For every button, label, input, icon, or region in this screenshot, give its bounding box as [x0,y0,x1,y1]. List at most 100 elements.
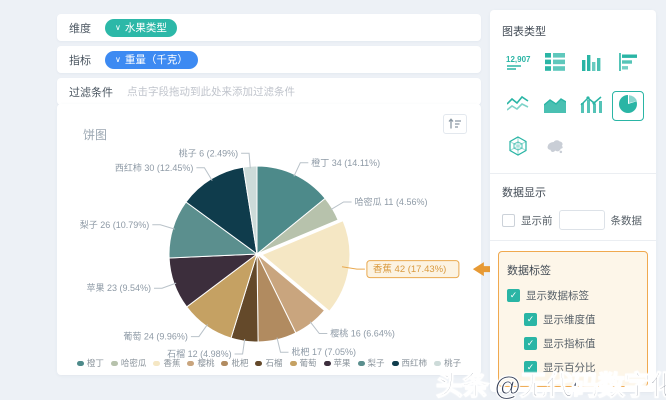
sort-button[interactable] [443,114,467,134]
chart-card: 饼图 橙丁 34 (14.11%) 哈密瓜 11 (4.56%) 香蕉 42 (17… [57,104,501,375]
map-china-icon [544,137,566,160]
dimension-tag-label: 水果类型 [124,22,167,34]
records-suffix-label: 条数据 [610,214,643,227]
legend-dot [187,360,195,366]
chevron-down-icon: ∨ [115,54,121,64]
show-first-checkbox[interactable] [502,213,515,227]
pie-label-石榴: 石榴 12 (4.98%) [167,348,232,359]
data-label-option-label: 显示指标值 [543,338,596,350]
legend-item-香蕉[interactable]: 香蕉 [153,357,180,369]
filter-row[interactable]: 过滤条件 点击字段拖动到此处来添加过滤条件 [57,78,481,105]
chart-type-bar-horizontal[interactable] [612,49,644,79]
kpi-card-icon: 12,907 [505,53,531,76]
filter-placeholder: 点击字段拖动到此处来添加过滤条件 [127,86,295,98]
query-builder: 维度 ∨ 水果类型 指标 ∨ 重量（千克） 过滤条件 点击字段拖动到此处来添加过… [57,14,481,110]
legend-item-西红柿[interactable]: 西红柿 [391,357,427,369]
data-label-option-label: 显示维度值 [543,314,596,326]
dimension-row: 维度 ∨ 水果类型 [57,14,481,41]
pie-chart[interactable]: 橙丁 34 (14.11%) 哈密瓜 11 (4.56%) 香蕉 42 (17.43… [57,108,501,360]
chevron-down-icon: ∨ [115,22,121,32]
dimension-label: 维度 [69,22,91,35]
legend-dot [110,360,118,366]
data-label-option: ✓ 显示维度值 [524,312,639,327]
pie-label-樱桃: 樱桃 16 (6.64%) [330,328,395,339]
data-label-option: ✓ 显示数据标签 [507,288,639,303]
bar-horizontal-icon [618,52,638,76]
pie-label-苹果: 苹果 23 (9.54%) [86,282,151,293]
legend-item-哈密瓜[interactable]: 哈密瓜 [110,357,146,369]
data-label-option: ✓ 显示指标值 [524,336,639,351]
highlight-arrow-icon [472,262,501,277]
data-label-checkbox[interactable]: ✓ [524,337,537,350]
chart-type-area[interactable] [539,91,571,121]
line-icon [506,95,529,118]
data-label-option: ✓ 显示百分比 [524,360,639,375]
data-label-option-label: 显示数据标签 [526,290,589,302]
record-count-input[interactable] [558,210,605,230]
legend-dot [357,360,365,366]
legend-item-石榴[interactable]: 石榴 [255,357,283,369]
legend-dot [289,360,297,366]
legend-dot [434,360,442,366]
pie-label-葡萄: 葡萄 24 (9.96%) [123,331,188,342]
settings-sidebar: 图表类型 12,907 数据显示 显示前 条数据 数据标签 ✓ [490,10,656,392]
legend-dot [323,360,331,366]
legend-item-苹果[interactable]: 苹果 [323,357,351,369]
chart-type-radar[interactable] [502,133,534,163]
legend-item-橙丁[interactable]: 橙丁 [76,357,104,369]
area-icon [543,95,566,118]
data-label-checkbox[interactable]: ✓ [524,361,537,374]
filter-label: 过滤条件 [69,86,113,99]
data-display-title: 数据显示 [502,187,546,199]
divider [490,173,656,174]
data-label-checkbox[interactable]: ✓ [507,289,520,302]
legend-dot [221,360,229,366]
legend-item-桃子[interactable]: 桃子 [434,357,461,369]
data-label-panel: 数据标签 ✓ 显示数据标签 ✓ 显示维度值 ✓ 显示指标值 ✓ 显示百分比 [498,251,648,387]
chart-type-line[interactable] [502,91,534,121]
legend-dot [153,360,161,366]
legend-item-梨子[interactable]: 梨子 [357,357,385,369]
svg-text:12,907: 12,907 [506,55,531,64]
chart-type-combo[interactable] [575,91,607,121]
combo-icon [580,95,602,118]
radar-icon [508,135,528,161]
show-first-row: 显示前 条数据 [502,210,644,230]
legend-dot [391,360,399,366]
chart-type-table[interactable] [539,49,571,79]
show-first-label: 显示前 [521,214,553,227]
highlighted-label-box [366,260,460,279]
pie-label-橙丁: 橙丁 34 (14.11%) [311,157,380,168]
chart-legend[interactable]: 橙丁 哈密瓜 香蕉 樱桃 枇杷 石榴 葡萄 苹果 梨子 西红柿 桃子 [57,357,481,369]
metric-tag[interactable]: ∨ 重量（千克） [105,50,198,69]
pie-label-枇杷: 枇杷 17 (7.05%) [292,346,357,357]
data-label-options: ✓ 显示数据标签 ✓ 显示维度值 ✓ 显示指标值 ✓ 显示百分比 [507,288,639,375]
table-icon [544,52,565,76]
data-label-title: 数据标签 [507,265,551,277]
data-label-checkbox[interactable]: ✓ [524,313,537,326]
legend-item-葡萄[interactable]: 葡萄 [289,357,317,369]
chart-type-bar[interactable] [575,49,607,79]
chart-type-title: 图表类型 [502,26,546,38]
chart-title: 饼图 [83,128,108,142]
legend-item-枇杷[interactable]: 枇杷 [221,357,248,369]
chart-type-pie[interactable] [611,91,644,121]
legend-dot [76,360,84,366]
chart-type-map-china[interactable] [539,133,571,163]
chart-type-kpi-card[interactable]: 12,907 [502,49,534,79]
metric-tag-label: 重量（千克） [124,54,188,66]
dimension-tag[interactable]: ∨ 水果类型 [105,18,177,37]
chart-type-grid: 12,907 [502,49,644,163]
pie-label-梨子: 梨子 26 (10.79%) [80,219,150,230]
metric-row: 指标 ∨ 重量（千克） [57,46,481,73]
watermark: 头条 @无代码数字化 [436,371,666,400]
legend-item-樱桃[interactable]: 樱桃 [187,357,214,369]
pie-label-桃子: 桃子 6 (2.49%) [179,147,239,158]
metric-label: 指标 [69,54,91,67]
divider [490,240,656,241]
data-label-option-label: 显示百分比 [543,362,596,374]
sort-icon [448,118,461,129]
pie-label-西红柿: 西红柿 30 (12.45%) [115,162,194,173]
bar-icon [581,53,601,76]
